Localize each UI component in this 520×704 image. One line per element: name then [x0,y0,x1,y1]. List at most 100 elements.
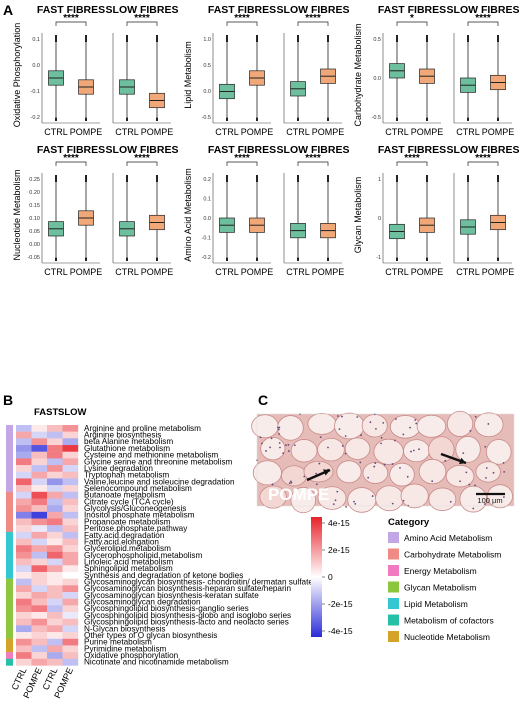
heatmap-cell [47,498,63,506]
heatmap-cell [16,545,32,553]
box-ctrl [460,175,476,261]
muscle-fibre [290,486,317,514]
muscle-fibre [375,485,404,512]
outliers-top [156,35,158,42]
heatmap-cell [47,578,63,586]
pathway-label: Glycosphingolipid biosynthesis-globo and… [84,611,291,620]
nucleus [341,415,343,418]
nucleus [299,413,301,416]
heatmap-cell [62,505,79,513]
outliers-bottom [396,117,398,121]
sig-stars: **** [305,153,321,164]
heatmap-cell [16,445,32,452]
category-strip-cell [6,518,13,526]
heatmap-row: Glycosphingolipid biosynthesis-globo and… [6,611,291,620]
category-strip-cell [6,438,13,446]
heatmap-cell [62,478,79,486]
nucleus [338,428,341,431]
y-tick-label: 0.05 [29,229,40,235]
heatmap-cell [16,605,32,613]
heatmap-cell [31,625,48,633]
pathway-label: Lysine degradation [84,464,153,473]
category-strip-cell [6,578,13,586]
outliers-top [297,35,299,42]
heatmap-cell [62,491,79,499]
category-strip-cell [6,565,13,573]
heatmap-cell [47,511,63,519]
pathway-label: Glycosphingolipid biosynthesis-lacto and… [84,618,289,627]
box-pompe [249,35,265,121]
nucleus [412,449,415,452]
muscle-fibre [416,414,447,438]
muscle-fibre [252,460,282,486]
heatmap-cell [47,505,63,513]
legend-item: Lipid Metabolism [388,598,468,609]
outliers-bottom [467,117,469,121]
box-ctrl [389,35,405,121]
pathway-label: Glycosaminoglycan biosynthesis- chondroi… [84,578,313,587]
nucleus [474,484,476,487]
image-frame [256,413,515,507]
heatmap-cell [16,431,32,439]
heatmap-cell [62,618,79,626]
heatmap-cell [16,465,32,472]
legend-item: Energy Metabolism [388,565,477,576]
nucleus [259,436,262,439]
subplot-slow-fibres: SLOW FIBRES**** CTRL POMPE [277,4,350,137]
heatmap-row: beta Alanine metabolism [6,437,173,446]
heatmap-row: Propanoate metabolism [6,517,171,526]
muscle-fibre [403,439,430,463]
heatmap-cell [62,545,79,553]
sig-stars: **** [234,13,250,24]
heatmap-row: Citrate cycle (TCA cycle) [6,497,174,506]
subplot-title: SLOW FIBRES [277,4,350,16]
legend-label: Lipid Metabolism [404,599,468,609]
heatmap-row: Valine,leucine and isoleucine degradatio… [6,477,235,486]
muscle-fibre [303,460,334,483]
x-tick-pompe: POMPE [241,127,274,137]
x-tick-pompe: POMPE [141,267,174,277]
nucleus [341,444,344,447]
heatmap-row: Glycerolipid.metabolism [6,544,171,553]
pathway-label: Other types of O glycan biosynthesis [84,631,217,640]
y-tick-label: 0.1 [32,37,40,43]
heatmap-cell [16,511,32,519]
outliers-bottom [226,117,228,121]
histology-image: POMPE 100 µm [251,410,515,514]
nucleus [279,446,281,449]
pathway-label: Glycine serine and threonine metabolism [84,457,233,466]
nucleus [359,461,362,464]
nucleus [394,418,397,420]
pathway-label: Pyrimidine metabolism [84,644,167,653]
heatmap-header-fast: FAST [34,407,58,418]
category-strip-cell [6,451,13,459]
pathway-label: Butanoate metabolism [84,491,166,500]
x-tick-ctrl: CTRL [385,127,409,137]
nucleus [270,437,273,440]
legend-item: Amino Acid Metabolism [388,532,492,543]
heatmap-cell [47,605,63,613]
category-strip-cell [6,558,13,566]
heatmap-cell [47,545,63,553]
heatmap-cell [16,491,32,499]
outliers-top [226,35,228,42]
muscle-fibre [486,484,513,509]
heatmap-cell [16,645,32,653]
nucleus [402,499,405,502]
arrow-right [440,452,467,465]
nucleus [278,442,281,444]
muscle-fibre [389,462,415,487]
y-axis-label: Nucleotide Metabolism [12,169,22,260]
nucleus [369,421,372,424]
muscle-fibre [344,437,371,460]
muscle-fibre [277,415,304,441]
category-strip-cell [6,638,13,646]
category-strip-cell [6,538,13,546]
colorbar-tick-label: -2e-15 [328,599,353,609]
category-strip-cell [6,478,13,486]
heatmap-cell [16,485,32,492]
muscle-fibre [428,487,457,511]
heatmap-cell [47,551,63,559]
heatmap-cell [16,505,32,513]
muscle-fibre [347,487,377,513]
